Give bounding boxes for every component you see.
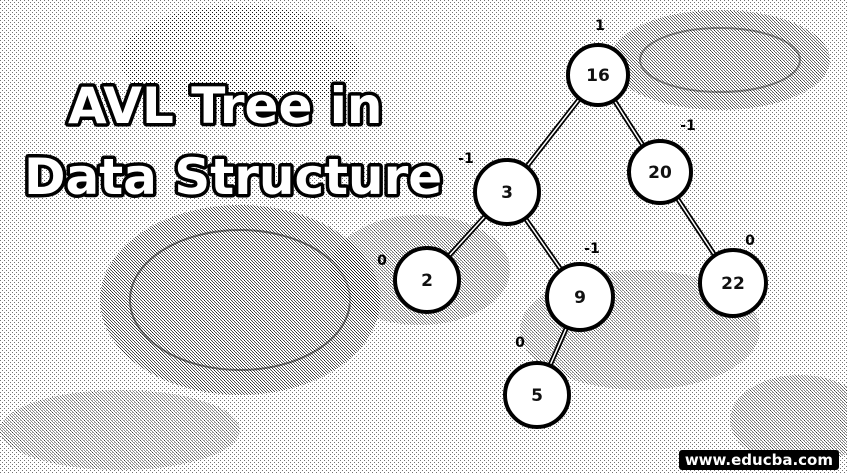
tree-node: 20 [377, 246, 461, 314]
node-circle [393, 246, 461, 314]
node-value: 3 [501, 183, 513, 203]
node-balance-factor: 0 [745, 233, 755, 249]
node-circle [503, 361, 571, 429]
node-balance-factor: 0 [515, 335, 525, 351]
tree-node: 20 -1 [627, 118, 696, 205]
node-balance-factor: -1 [458, 151, 474, 167]
tree-node: 22 0 [698, 233, 768, 318]
title: AVL Tree in Data Structure [21, 74, 446, 210]
node-balance-factor: 1 [595, 18, 605, 34]
node-value: 20 [648, 163, 672, 183]
tree-node: 50 [503, 335, 571, 429]
node-value: 16 [586, 66, 610, 86]
node-circle [566, 43, 630, 107]
title-line-2: Data Structure [24, 148, 442, 206]
node-balance-factor: -1 [584, 241, 600, 257]
node-value: 9 [574, 288, 586, 308]
title-line-1: AVL Tree in [68, 77, 383, 135]
node-circle [545, 262, 615, 332]
watermark: www.educba.com [678, 450, 839, 470]
tree-node: 3 -1 [458, 151, 541, 226]
node-balance-factor: -1 [680, 118, 696, 134]
tree-node: 9 -1 [545, 241, 615, 332]
node-circle [473, 158, 541, 226]
node-value: 5 [531, 386, 543, 406]
node-value: 2 [421, 271, 433, 291]
node-circle [627, 139, 693, 205]
node-value: 22 [721, 274, 745, 294]
tree-node: 16 1 [566, 18, 630, 107]
node-circle [698, 248, 768, 318]
node-balance-factor: 0 [377, 253, 387, 269]
